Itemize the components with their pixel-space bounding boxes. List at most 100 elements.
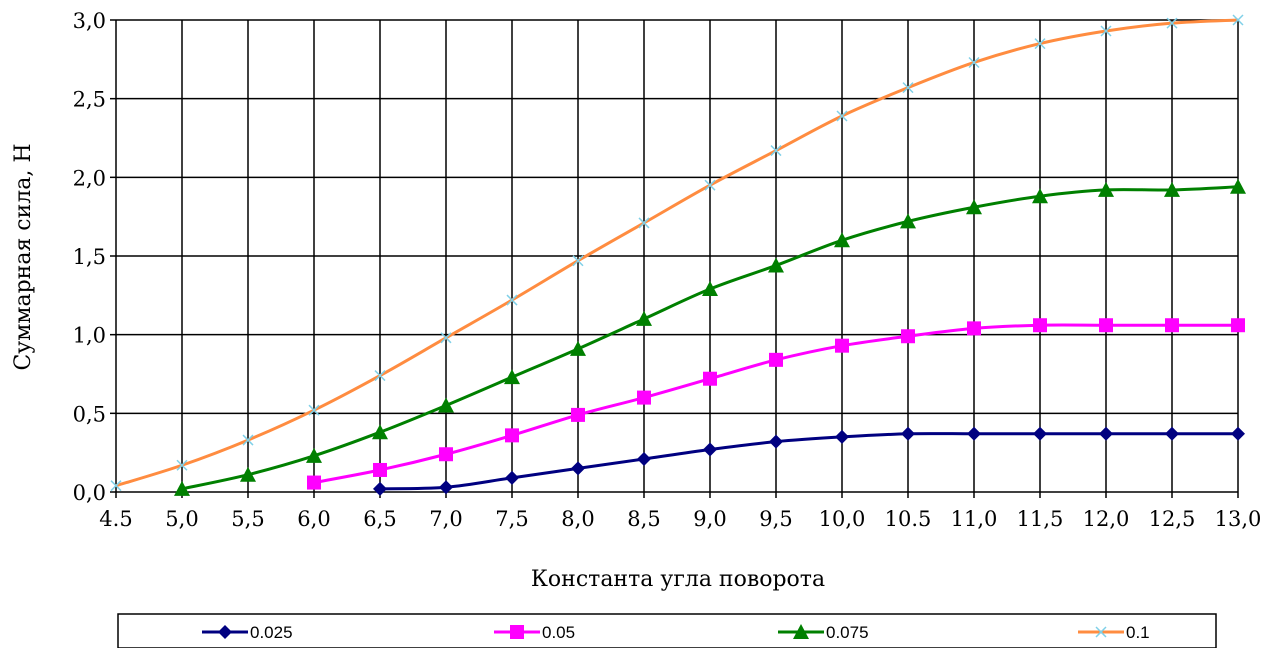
legend-label: 0.025 bbox=[250, 623, 293, 642]
legend-label: 0.05 bbox=[542, 623, 575, 642]
data-point bbox=[637, 390, 651, 405]
data-point bbox=[836, 110, 848, 122]
data-point bbox=[1232, 14, 1244, 26]
data-point bbox=[1033, 318, 1047, 333]
data-point bbox=[440, 332, 452, 344]
data-point bbox=[506, 294, 518, 306]
data-point bbox=[1164, 181, 1180, 197]
legend: 0.025 0.05 0.075 0.1 bbox=[202, 623, 1150, 642]
data-point bbox=[1165, 426, 1179, 441]
data-point bbox=[967, 321, 981, 336]
data-point bbox=[308, 404, 320, 416]
data-point bbox=[1098, 181, 1114, 197]
data-point bbox=[902, 82, 914, 94]
x-tick-label: 6,5 bbox=[363, 507, 396, 531]
data-point bbox=[834, 232, 850, 248]
data-point bbox=[703, 371, 717, 386]
legend-box bbox=[117, 613, 1217, 648]
data-point bbox=[768, 257, 784, 273]
y-tick-label: 0,0 bbox=[73, 481, 106, 505]
series-lines bbox=[115, 18, 1239, 491]
data-point bbox=[110, 480, 122, 492]
data-point bbox=[1034, 38, 1046, 50]
data-point bbox=[504, 369, 520, 385]
data-point bbox=[1231, 318, 1245, 333]
x-tick-label: 5,5 bbox=[231, 507, 264, 531]
data-point bbox=[373, 481, 387, 496]
data-point bbox=[900, 213, 916, 229]
data-point bbox=[572, 255, 584, 267]
y-axis-title: Суммарная сила, Н bbox=[11, 143, 36, 370]
data-point bbox=[702, 281, 718, 297]
x-tick-label: 8,5 bbox=[627, 507, 660, 531]
x-tick-label: 9,0 bbox=[693, 507, 726, 531]
grid-lines bbox=[110, 19, 1239, 498]
data-point bbox=[967, 426, 981, 441]
data-point bbox=[835, 429, 849, 444]
data-point bbox=[769, 434, 783, 449]
data-point bbox=[570, 340, 586, 356]
x-tick-label: 12,5 bbox=[1149, 507, 1196, 531]
data-point bbox=[1099, 318, 1113, 333]
x-tick-label: 10,0 bbox=[819, 507, 866, 531]
data-point bbox=[1230, 178, 1246, 194]
x-tick-label: 7,5 bbox=[495, 507, 528, 531]
data-point bbox=[571, 461, 585, 476]
data-point bbox=[373, 462, 387, 477]
data-point bbox=[966, 199, 982, 215]
data-point bbox=[306, 447, 322, 463]
x-tick-label: 9,5 bbox=[759, 507, 792, 531]
data-point bbox=[1033, 426, 1047, 441]
data-point bbox=[704, 179, 716, 191]
x-tick-label: 12,0 bbox=[1083, 507, 1130, 531]
data-point bbox=[901, 426, 915, 441]
data-point bbox=[176, 459, 188, 471]
data-point bbox=[636, 310, 652, 326]
data-point bbox=[638, 217, 650, 229]
legend-label: 0.075 bbox=[826, 623, 869, 642]
data-point bbox=[835, 338, 849, 353]
y-tick-label: 2,5 bbox=[73, 88, 106, 112]
legend-label: 0.1 bbox=[1126, 623, 1150, 642]
data-point bbox=[571, 407, 585, 422]
legend-marker bbox=[793, 624, 809, 639]
data-point bbox=[1165, 318, 1179, 333]
y-tick-labels: 0,0 0,5 1,0 1,5 2,0 2,5 3,0 bbox=[73, 9, 106, 505]
data-point bbox=[901, 329, 915, 344]
data-point bbox=[1166, 17, 1178, 29]
data-point bbox=[1099, 426, 1113, 441]
legend-marker bbox=[510, 625, 524, 639]
x-axis-title: Константа угла поворота bbox=[531, 567, 825, 592]
data-point bbox=[968, 56, 980, 69]
series-markers bbox=[110, 14, 1246, 496]
series-line-4 bbox=[115, 18, 1239, 488]
legend-marker bbox=[1095, 626, 1107, 638]
data-point bbox=[307, 475, 321, 490]
y-tick-label: 0,5 bbox=[73, 402, 106, 426]
data-point bbox=[240, 466, 256, 482]
x-tick-label: 10.5 bbox=[885, 507, 932, 531]
data-point bbox=[374, 370, 386, 382]
data-point bbox=[770, 145, 782, 157]
x-tick-label: 6,0 bbox=[297, 507, 330, 531]
data-point bbox=[1032, 188, 1048, 204]
data-point bbox=[505, 428, 519, 443]
data-point bbox=[1100, 25, 1112, 37]
legend-marker bbox=[218, 625, 232, 639]
data-point bbox=[637, 451, 651, 466]
data-point bbox=[439, 447, 453, 462]
data-point bbox=[242, 434, 254, 446]
data-point bbox=[439, 480, 453, 495]
data-point bbox=[174, 480, 190, 496]
x-tick-label: 8,0 bbox=[561, 507, 594, 531]
data-point bbox=[1231, 426, 1245, 441]
x-tick-label: 11,0 bbox=[951, 507, 998, 531]
data-point bbox=[438, 397, 454, 413]
x-tick-label: 7,0 bbox=[429, 507, 462, 531]
data-point bbox=[703, 442, 717, 457]
data-point bbox=[505, 470, 519, 485]
y-tick-label: 3,0 bbox=[73, 9, 106, 33]
y-tick-label: 1,0 bbox=[73, 324, 106, 348]
y-tick-label: 2,0 bbox=[73, 166, 106, 190]
